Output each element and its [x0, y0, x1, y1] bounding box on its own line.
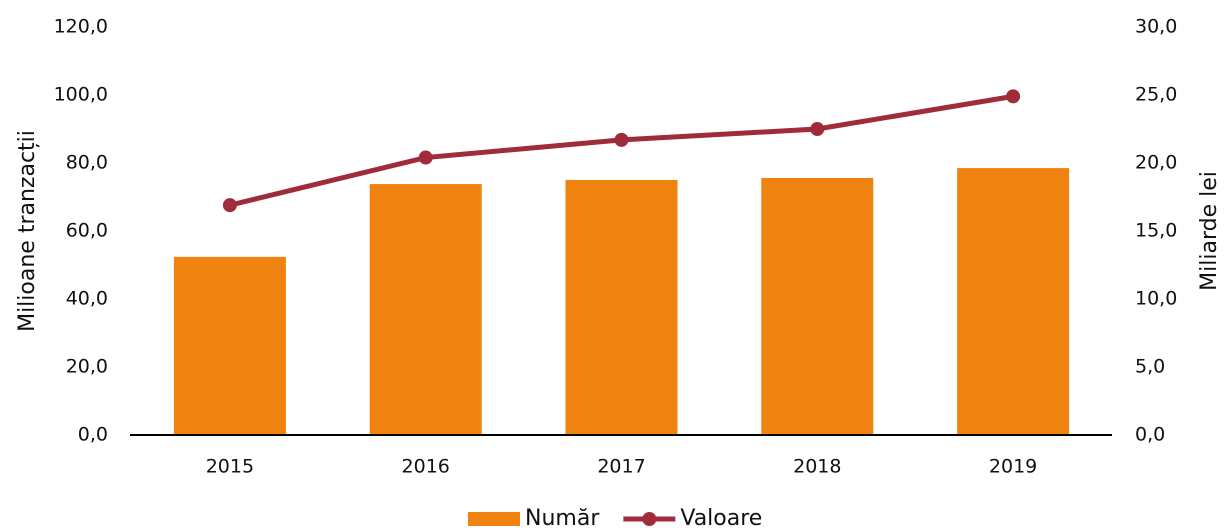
x-tick-label: 2016	[402, 456, 450, 478]
legend-label: Număr	[525, 506, 600, 531]
legend-label: Valoare	[680, 506, 762, 531]
bar	[957, 168, 1070, 435]
y2-tick-label: 10,0	[1135, 288, 1177, 310]
y-tick-label: 60,0	[66, 220, 108, 242]
line-point	[614, 132, 629, 147]
bar	[761, 177, 874, 435]
bar	[173, 256, 286, 435]
y-tick-label: 0,0	[78, 424, 108, 446]
bar	[565, 180, 678, 435]
y-tick-label: 80,0	[66, 152, 108, 174]
y-tick-label: 20,0	[66, 356, 108, 378]
legend-swatch	[468, 512, 520, 526]
line-point	[1006, 89, 1021, 104]
y2-tick-label: 15,0	[1135, 220, 1177, 242]
x-tick-label: 2017	[597, 456, 645, 478]
x-tick-label: 2019	[989, 456, 1037, 478]
y2-tick-label: 25,0	[1135, 84, 1177, 106]
y2-axis-title: Miliarde lei	[1197, 171, 1222, 291]
line-point	[222, 198, 237, 213]
y2-tick-label: 30,0	[1135, 16, 1177, 38]
bar	[369, 184, 482, 435]
y2-tick-label: 20,0	[1135, 152, 1177, 174]
x-tick-label: 2018	[793, 456, 841, 478]
y2-tick-label: 0,0	[1135, 424, 1165, 446]
line-point	[418, 150, 433, 165]
x-tick-label: 2015	[206, 456, 254, 478]
y2-tick-label: 5,0	[1135, 356, 1165, 378]
y-tick-label: 40,0	[66, 288, 108, 310]
line-point	[810, 122, 825, 136]
y-tick-label: 100,0	[54, 84, 108, 106]
legend-swatch	[642, 512, 657, 526]
y-tick-label: 120,0	[54, 16, 108, 38]
y-axis-title: Milioane tranzacții	[15, 130, 40, 332]
